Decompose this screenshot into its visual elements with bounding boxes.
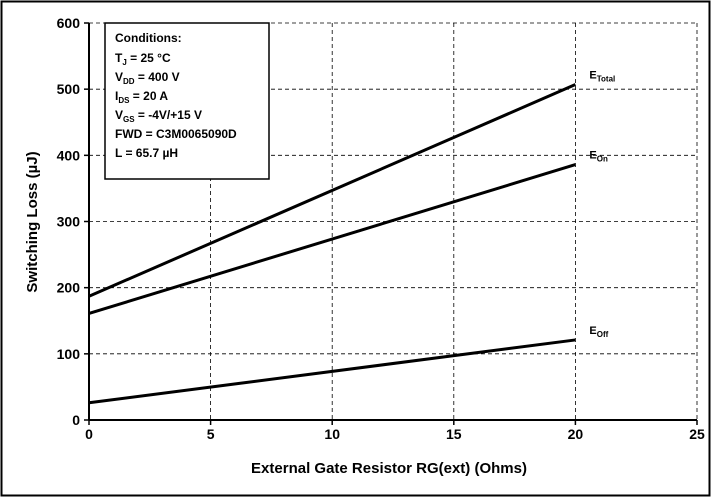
axes	[84, 22, 698, 425]
series-line-off	[88, 338, 576, 405]
y-axis-title: Switching Loss (µJ)	[24, 151, 41, 292]
x-tick-label: 25	[689, 426, 705, 442]
conditions-line: VGS = -4V/+15 V	[115, 108, 202, 124]
series-label-on: EOn	[589, 150, 608, 164]
x-tick-label: 15	[446, 426, 462, 442]
x-tick-label: 0	[85, 426, 93, 442]
y-tick-label: 400	[57, 147, 81, 163]
conditions-title: Conditions:	[115, 31, 182, 45]
tick-labels: 0 5 10 15 20 25 0 100 200 300 400 500 600	[57, 15, 705, 442]
conditions-line: TJ = 25 °C	[115, 51, 171, 67]
y-tick-label: 600	[57, 15, 81, 31]
y-tick-label: 0	[72, 412, 80, 428]
y-tick-label: 200	[57, 280, 81, 296]
conditions-line: VDD = 400 V	[115, 70, 180, 86]
x-tick-label: 10	[324, 426, 340, 442]
conditions-line: IDS = 20 A	[115, 89, 168, 105]
conditions-box: Conditions: TJ = 25 °C VDD = 400 V IDS = 2…	[104, 22, 270, 180]
conditions-box-frame	[104, 22, 270, 180]
x-axis-title: External Gate Resistor RG(ext) (Ohms)	[251, 460, 527, 477]
series-line-on	[88, 163, 576, 315]
conditions-lines: TJ = 25 °C VDD = 400 V IDS = 20 A VGS = -4V…	[115, 51, 237, 160]
series-labels: ETotal EOn EOff	[589, 70, 615, 339]
x-tick-label: 20	[568, 426, 584, 442]
y-tick-label: 500	[57, 81, 81, 97]
conditions-line: FWD = C3M0065090D	[115, 127, 237, 141]
y-tick-label: 300	[57, 214, 81, 230]
conditions-line: L = 65.7 µH	[115, 146, 178, 160]
y-tick-label: 100	[57, 346, 81, 362]
x-tick-label: 5	[207, 426, 215, 442]
series-lines	[88, 83, 576, 405]
series-label-total: ETotal	[589, 70, 615, 84]
series-label-off: EOff	[589, 325, 608, 339]
series-line-total	[88, 83, 576, 298]
